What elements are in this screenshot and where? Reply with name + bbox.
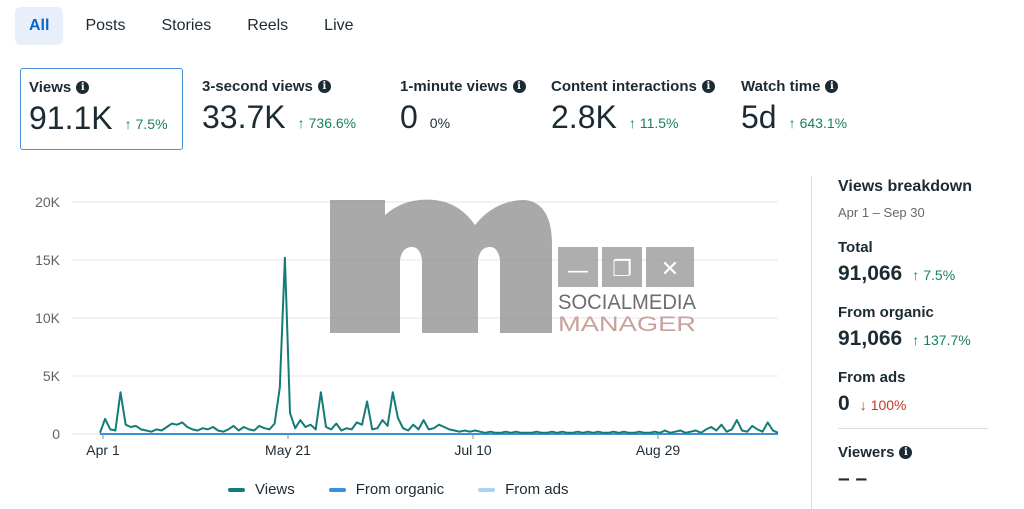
arrow-up-icon: ↑ [788,115,796,131]
x-tick-label: Apr 1 [86,442,120,458]
info-icon[interactable]: i [317,80,331,93]
breakdown-organic-value: 91,066 [838,327,903,350]
x-tick-label: May 21 [265,442,311,458]
series-line-views [99,256,779,434]
arrow-up-icon: ↑ [124,116,132,132]
legend-item-from-ads[interactable]: From ads [478,481,568,498]
views-breakdown-panel: Views breakdown Apr 1 – Sep 30 Total 91,… [838,178,998,491]
breakdown-separator [838,428,988,429]
views-line-chart: 20K 15K 10K 5K 0 Apr 1 May 21 Jul 10 Aug 29 [35,194,779,458]
y-tick-label: 5K [43,368,61,384]
metric-value: 2.8K [551,99,617,135]
metric-change: 736.6% [308,115,357,131]
breakdown-ads: From ads 0 ↓ 100% [838,369,998,416]
metric-card-1-minute-views[interactable]: 1-minute views i 0 0% [392,68,532,150]
metric-label: 1-minute views [400,78,508,95]
breakdown-viewers-label: Viewers [838,444,895,461]
arrow-up-icon: ↑ [912,267,920,283]
tab-live[interactable]: Live [324,17,354,34]
x-tick-label: Jul 10 [454,442,492,458]
metric-card-content-interactions[interactable]: Content interactions i 2.8K ↑ 11.5% [543,68,723,150]
metric-change: 7.5% [135,116,168,132]
metric-label: Views [29,79,72,96]
legend-label: From ads [505,481,569,498]
metrics-row: Views i 91.1K ↑ 7.5% 3-second views i 33.… [20,68,1010,150]
arrow-up-icon: ↑ [912,332,920,348]
breakdown-ads-label: From ads [838,369,906,386]
breakdown-title: Views breakdown [838,178,972,195]
tab-posts[interactable]: Posts [85,17,126,34]
y-tick-label: 0 [52,426,60,442]
info-icon[interactable]: i [899,446,913,459]
breakdown-total-change: 7.5% [923,267,956,283]
breakdown-organic-label: From organic [838,304,934,321]
y-tick-label: 20K [35,194,61,210]
metric-card-watch-time[interactable]: Watch time i 5d ↑ 643.1% [733,68,893,150]
metric-change: 0% [429,115,451,131]
breakdown-organic: From organic 91,066 ↑ 137.7% [838,304,998,351]
panel-divider [811,176,812,509]
tab-reels[interactable]: Reels [247,17,289,34]
metric-label: Content interactions [551,78,697,95]
info-icon[interactable]: i [76,81,90,94]
legend-swatch [228,487,245,492]
legend-swatch [328,487,346,492]
info-icon[interactable]: i [701,80,715,93]
breakdown-total: Total 91,066 ↑ 7.5% [838,239,998,286]
metric-label: Watch time [741,78,821,95]
y-tick-label: 15K [35,252,61,268]
legend-label: From organic [355,481,445,498]
breakdown-total-value: 91,066 [838,262,903,285]
info-icon[interactable]: i [825,80,839,93]
chart-legend: Views From organic From ads [228,481,602,498]
metric-value: 5d [741,99,777,135]
breakdown-total-label: Total [838,239,873,256]
legend-label: Views [255,481,295,498]
metric-value: 33.7K [202,99,286,135]
tab-stories[interactable]: Stories [161,17,212,34]
info-icon[interactable]: i [512,80,526,93]
breakdown-date-range: Apr 1 – Sep 30 [838,205,925,220]
metric-label: 3-second views [202,78,313,95]
metric-value: 91.1K [29,100,113,136]
breakdown-organic-change: 137.7% [923,332,971,348]
arrow-down-icon: ↓ [859,397,867,413]
metric-change: 11.5% [639,115,679,131]
y-tick-label: 10K [35,310,61,326]
legend-item-views[interactable]: Views [228,481,295,498]
metric-card-views[interactable]: Views i 91.1K ↑ 7.5% [20,68,183,150]
x-tick-label: Aug 29 [636,442,681,458]
arrow-up-icon: ↑ [628,115,636,131]
metric-value: 0 [400,99,418,135]
breakdown-ads-value: 0 [838,392,850,415]
breakdown-viewers-value: – – [838,467,868,490]
views-chart: 20K 15K 10K 5K 0 Apr 1 May 21 Jul 10 Aug 29 Vie… [0,180,800,509]
metric-change: 643.1% [799,115,848,131]
legend-item-from-organic[interactable]: From organic [328,481,445,498]
arrow-up-icon: ↑ [297,115,305,131]
content-type-tabs: All Posts Stories Reels Live [15,7,376,45]
tab-all[interactable]: All [15,7,64,45]
legend-swatch [478,487,496,492]
metric-card-3-second-views[interactable]: 3-second views i 33.7K ↑ 736.6% [194,68,384,150]
breakdown-viewers: Viewers i – – [838,444,998,491]
breakdown-ads-change: 100% [870,397,907,413]
